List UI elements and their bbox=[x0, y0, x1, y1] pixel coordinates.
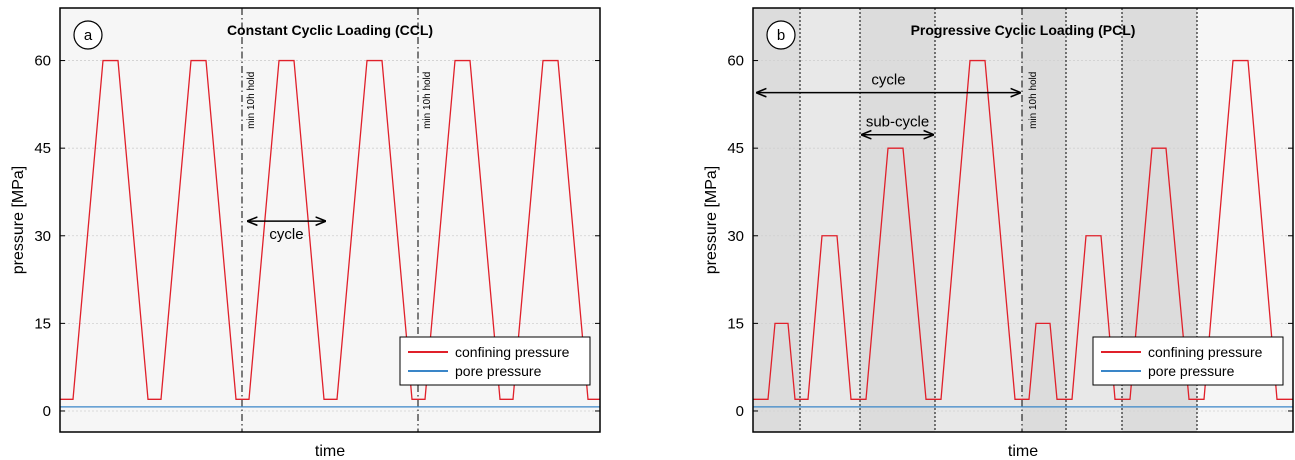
data-line bbox=[60, 59, 600, 400]
y-tick-label: 15 bbox=[727, 315, 744, 332]
arrow-label: cycle bbox=[871, 72, 905, 89]
arrow-label: sub-cycle bbox=[866, 114, 929, 131]
panel-badge bbox=[73, 20, 103, 50]
shaded-band bbox=[753, 8, 800, 432]
legend-label: pore pressure bbox=[455, 363, 542, 379]
chart-title: Progressive Cyclic Loading (PCL) bbox=[911, 22, 1136, 38]
y-tick-label: 45 bbox=[727, 140, 744, 157]
y-tick-label: 0 bbox=[43, 403, 51, 420]
shaded-band bbox=[1022, 8, 1066, 432]
panel-label: b bbox=[777, 27, 785, 44]
legend-label: confining pressure bbox=[455, 344, 570, 360]
y-tick-label: 60 bbox=[727, 53, 744, 70]
y-tick-label: 15 bbox=[34, 315, 51, 332]
shaded-band bbox=[935, 8, 1022, 432]
shaded-band bbox=[800, 8, 860, 432]
x-axis-label: time bbox=[1008, 443, 1038, 460]
chart-title: Constant Cyclic Loading (CCL) bbox=[227, 22, 433, 38]
x-axis-label: time bbox=[315, 443, 345, 460]
y-tick-label: 30 bbox=[727, 228, 744, 245]
y-axis-label: pressure [MPa] bbox=[703, 166, 720, 274]
annotation: min 10h hold bbox=[422, 72, 433, 129]
y-tick-label: 30 bbox=[34, 228, 51, 245]
annotation: min 10h hold bbox=[246, 72, 257, 129]
arrow-label: cycle bbox=[269, 226, 303, 243]
panel-label: a bbox=[84, 27, 93, 44]
plot-frame bbox=[752, 7, 1294, 433]
y-tick-label: 60 bbox=[34, 53, 51, 70]
legend-box bbox=[399, 336, 591, 386]
legend-box bbox=[1092, 336, 1284, 386]
plot-frame bbox=[59, 7, 601, 433]
annotation: min 10h hold bbox=[1028, 72, 1039, 129]
data-line bbox=[753, 59, 1293, 400]
panel-badge bbox=[766, 20, 796, 50]
y-tick-label: 45 bbox=[34, 140, 51, 157]
y-tick-label: 0 bbox=[736, 403, 744, 420]
y-axis-label: pressure [MPa] bbox=[10, 166, 27, 274]
legend-label: confining pressure bbox=[1148, 344, 1263, 360]
legend-label: pore pressure bbox=[1148, 363, 1235, 379]
